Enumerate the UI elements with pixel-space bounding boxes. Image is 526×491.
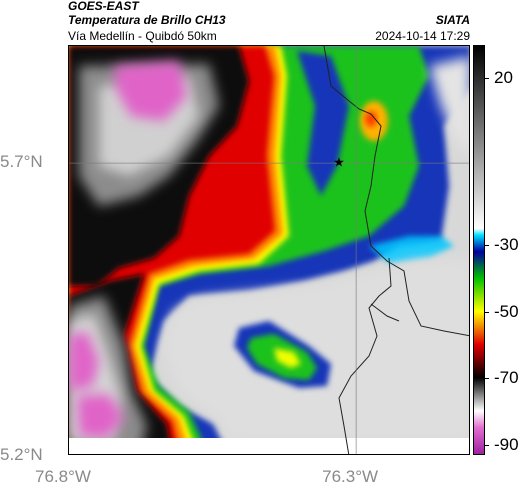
x-tick-label: 76.8°W [35,467,91,486]
magenta-lower [69,331,124,438]
colorbar-tick-label: -70 [494,368,519,388]
no-data-strip [69,438,469,454]
colorbar-tick-label: -90 [494,435,519,454]
star-marker: ★ [333,155,345,170]
organization-name: SIATA [435,13,470,27]
y-tick-label: 5.7°N [0,152,43,172]
small-cloud-yellow [274,348,301,368]
department-border [323,46,469,337]
region-label: Vía Medellín - Quibdó 50km [68,29,217,43]
colorbar [473,45,485,455]
magenta-upper [114,61,187,121]
warm-lower-right [161,258,469,441]
brightness-temperature-map: ★ [68,45,470,455]
municipal-border-2 [370,303,400,322]
colorbar-tick-label: -50 [494,301,519,321]
colorbar-tick-mark [485,445,489,446]
graticule [69,46,469,454]
product-title: Temperatura de Brillo CH13 [68,13,226,27]
cloud-top-field [69,46,469,454]
colorbar-tick-mark [485,378,489,380]
x-tick-label: 76.3°W [322,467,379,486]
timestamp-label: 2024-10-14 17:29 [375,29,470,43]
warm-upper-right [429,56,469,154]
colorbar-tick-mark [485,78,489,80]
blue-streak [297,51,349,196]
colorbar-tick-mark [485,311,489,313]
satellite-name: GOES-EAST [68,0,139,13]
colorbar-tick-label: -30 [494,235,519,254]
cyan-edge [369,236,454,264]
map-canvas: ★ [69,46,469,454]
y-tick-label: 5.2°N [0,445,43,464]
colorbar-tick-label: 20 [494,68,513,88]
colorbar-tick-mark [485,245,489,246]
cold-cell-core [365,111,377,127]
municipal-border [338,257,392,454]
boundary-lines [323,46,469,454]
